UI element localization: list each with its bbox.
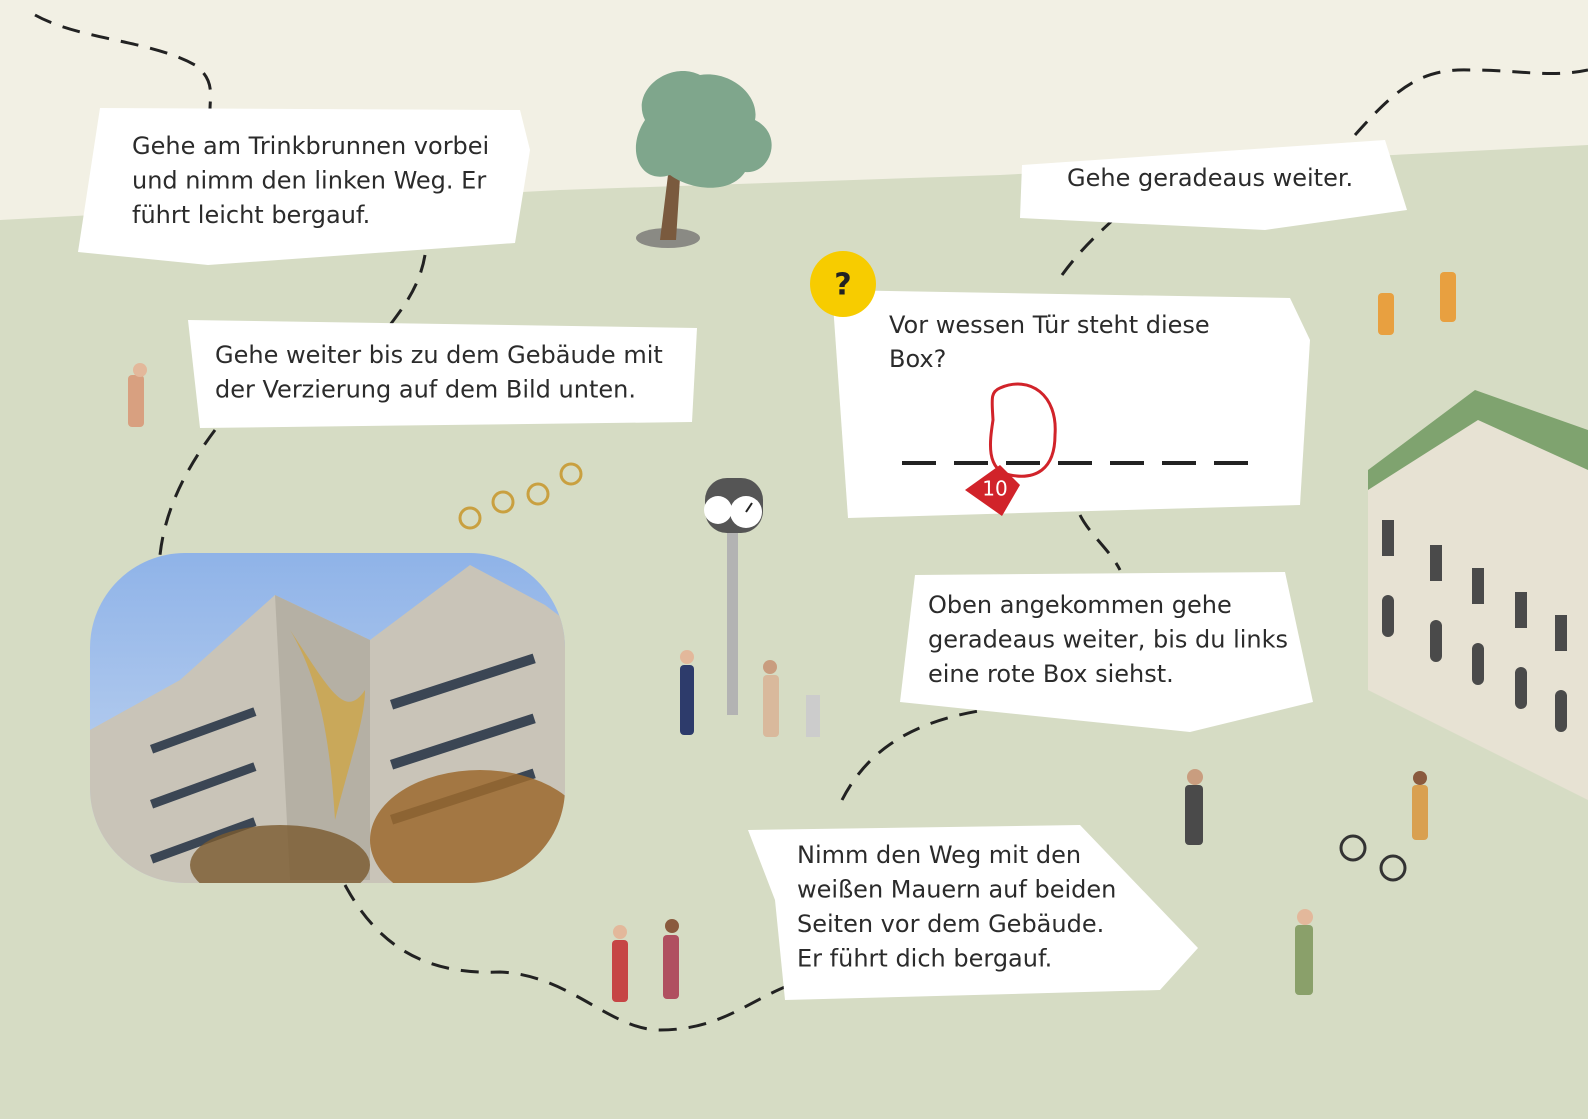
callout-box [188, 320, 697, 428]
marker-number: 10 [982, 477, 1007, 501]
people-part-part [128, 375, 144, 427]
people-part-part [613, 925, 627, 939]
people-part-part [1295, 925, 1313, 995]
question-text: Box? [889, 345, 946, 373]
callout-text: weißen Mauern auf beiden [797, 876, 1116, 904]
people-part-part [663, 935, 679, 999]
building-part-part [1515, 592, 1527, 628]
badge-text: ? [834, 268, 851, 303]
building-part-part [1382, 595, 1394, 637]
callout-text: Gehe geradeaus weiter. [1067, 164, 1353, 192]
people-part-part [1187, 769, 1203, 785]
people-part-part [763, 675, 779, 737]
callout-text: Nimm den Weg mit den [797, 841, 1081, 869]
building-part-part [1430, 545, 1442, 581]
callout-text: Gehe am Trinkbrunnen vorbei [132, 132, 489, 160]
people-part-part [1412, 785, 1428, 840]
people-part-part [1185, 785, 1203, 845]
building-part-part [1382, 520, 1394, 556]
question-text: Vor wessen Tür steht diese [889, 311, 1210, 339]
building-part-part [1555, 615, 1567, 651]
people-part-part [1297, 909, 1313, 925]
building-part-part [1555, 690, 1567, 732]
clock-post-part [727, 525, 738, 715]
clock-post-part [704, 496, 732, 524]
people-part-part [665, 919, 679, 933]
building-part-part [1472, 568, 1484, 604]
people-part [1412, 771, 1428, 840]
photo [90, 553, 590, 910]
callout-text: Seiten vor dem Gebäude. [797, 910, 1104, 938]
people-part-part [133, 363, 147, 377]
building-part-part [1515, 667, 1527, 709]
callout-text: und nimm den linken Weg. Er [132, 167, 486, 195]
people-part-part [1413, 771, 1427, 785]
clock-post-part [806, 695, 820, 737]
callout-text: der Verzierung auf dem Bild unten. [215, 376, 636, 404]
callout-text: Gehe weiter bis zu dem Gebäude mit [215, 341, 663, 369]
people-part-part [763, 660, 777, 674]
callout-text: Er führt dich bergauf. [797, 945, 1052, 973]
people-part-part [680, 650, 694, 664]
map-illustration: ? 10 Gehe am Trinkbrunnen vorbei und nimm… [0, 0, 1588, 1119]
callout-text: geradeaus weiter, bis du links [928, 626, 1288, 654]
building-part-part [1472, 643, 1484, 685]
page: ? 10 Gehe am Trinkbrunnen vorbei und nimm… [0, 0, 1588, 1119]
callout-text: führt leicht bergauf. [132, 201, 370, 229]
callout-text: eine rote Box siehst. [928, 660, 1174, 688]
callout-text: Oben angekommen gehe [928, 591, 1232, 619]
people-part-part [680, 665, 694, 735]
building-part-part [1430, 620, 1442, 662]
people-part-part [612, 940, 628, 1002]
people-part-part [1440, 272, 1456, 322]
people-part-part [1378, 293, 1394, 335]
